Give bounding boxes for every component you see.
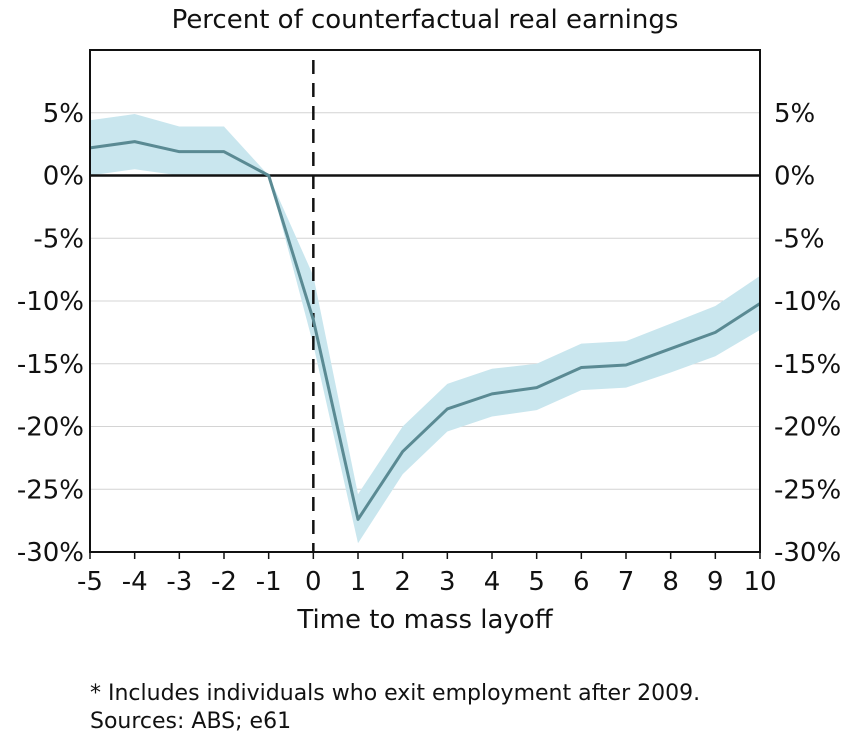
tick-labels: 5% 5% 0% 0% -5% -5% -10% -10% -15% -15% -20% -20% -2… <box>17 99 841 597</box>
chart: Percent of counterfactual real earnings … <box>17 5 841 635</box>
y-tick-label-left: -15% <box>17 350 84 380</box>
x-tick-label: -3 <box>166 567 192 597</box>
plot-frame <box>89 49 761 553</box>
x-tick-label: 3 <box>439 567 456 597</box>
x-tick-label: 8 <box>662 567 679 597</box>
y-tick-label-right: -20% <box>774 413 841 443</box>
y-tick-label-left: 0% <box>43 162 84 192</box>
x-tick-label: -1 <box>256 567 282 597</box>
x-tick-label: 1 <box>350 567 367 597</box>
x-tick-label: 5 <box>528 567 545 597</box>
sources-note: Sources: ABS; e61 <box>90 709 292 734</box>
y-tick-label-left: 5% <box>43 99 84 129</box>
y-tick-label-right: 0% <box>774 162 815 192</box>
y-tick-label-right: -10% <box>774 287 841 317</box>
footnote: * Includes individuals who exit employme… <box>90 681 701 706</box>
x-tick-label: 10 <box>743 567 776 597</box>
reference-lines <box>90 60 760 552</box>
x-tick-label: 9 <box>707 567 724 597</box>
series-line-layer <box>89 140 761 521</box>
y-tick-label-right: -5% <box>774 224 825 254</box>
x-tick-label: -4 <box>122 567 148 597</box>
y-tick-label-left: -5% <box>33 224 84 254</box>
confidence-band-layer <box>90 114 760 544</box>
series-line <box>89 140 761 521</box>
y-tick-label-right: 5% <box>774 99 815 129</box>
x-tick-label: 2 <box>394 567 411 597</box>
y-tick-label-left: -25% <box>17 475 84 505</box>
x-tick-label: 0 <box>305 567 322 597</box>
y-tick-label-left: -10% <box>17 287 84 317</box>
y-tick-label-right: -30% <box>774 538 841 568</box>
x-tick-label: -5 <box>77 567 103 597</box>
y-tick-label-left: -30% <box>17 538 84 568</box>
y-tick-label-right: -25% <box>774 475 841 505</box>
chart-notes: * Includes individuals who exit employme… <box>90 680 700 736</box>
x-tick-label: -2 <box>211 567 237 597</box>
y-tick-label-left: -20% <box>17 413 84 443</box>
x-tick-label: 6 <box>573 567 590 597</box>
chart-title: Percent of counterfactual real earnings <box>172 5 679 35</box>
axes <box>89 49 761 559</box>
x-tick-label: 7 <box>618 567 635 597</box>
x-tick-label: 4 <box>484 567 501 597</box>
y-tick-label-right: -15% <box>774 350 841 380</box>
confidence-band <box>90 114 760 544</box>
x-axis-label: Time to mass layoff <box>296 605 553 635</box>
